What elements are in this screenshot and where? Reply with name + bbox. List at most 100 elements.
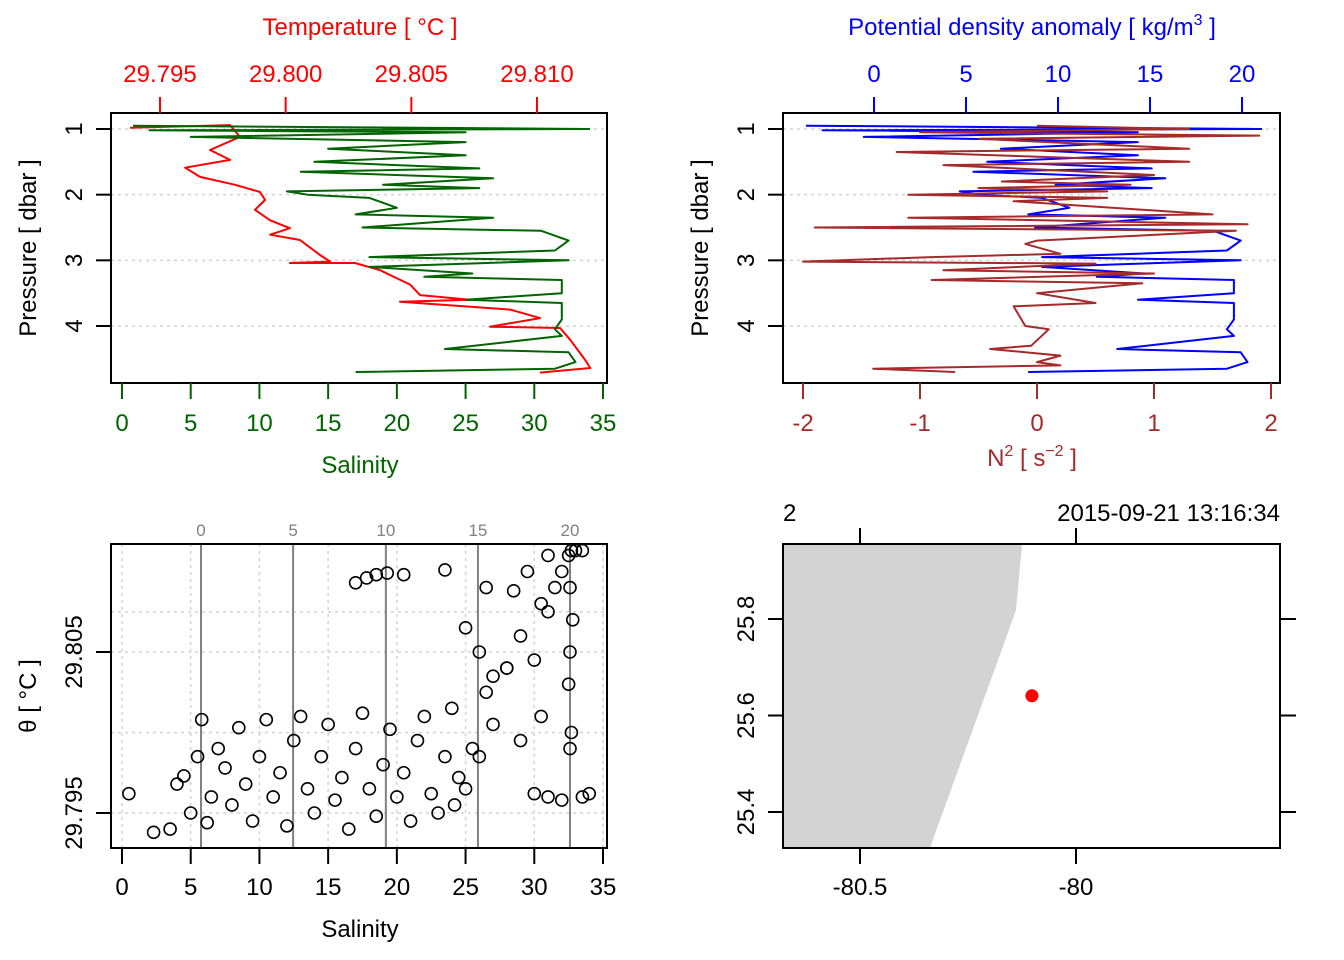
isopycnal-label: 15: [468, 521, 487, 540]
n2-profile-line: [802, 124, 1261, 373]
ts-salinity-tick-label: 25: [452, 874, 479, 901]
salinity-tick-label: 35: [590, 410, 617, 437]
ts-point: [376, 757, 390, 772]
pressure-2-label: 1: [733, 122, 760, 135]
n2-label-sup: 2: [1004, 443, 1013, 460]
pressure-label: 1: [61, 122, 88, 135]
salinity-axis-label: Salinity: [321, 452, 398, 479]
ts-point: [438, 749, 452, 764]
ts-point: [554, 793, 569, 807]
salinity-tick-label: 30: [521, 410, 548, 437]
pressure-2-label: 4: [733, 319, 760, 332]
ts-point: [548, 580, 562, 595]
theta-axis-label: θ [ °C ]: [15, 659, 42, 733]
ts-point: [564, 725, 579, 740]
ts-point: [307, 806, 322, 820]
ts-salinity-tick-label: 0: [115, 874, 128, 901]
n2-tick-label: -2: [792, 410, 813, 437]
density-label-sup: 3: [1194, 12, 1203, 29]
ts-point: [390, 790, 404, 804]
ts-point: [396, 567, 411, 582]
salinity-tick-label: 0: [115, 410, 128, 437]
ts-point: [335, 770, 349, 785]
longitude-tick-label: -80: [1059, 874, 1094, 901]
temperature-tick-label: 29.800: [249, 61, 322, 88]
n2-label-end: ]: [1064, 445, 1077, 472]
ts-salinity-label: Salinity: [321, 916, 398, 943]
ts-point: [280, 819, 294, 833]
ts-point: [541, 604, 555, 619]
ts-point: [211, 741, 225, 756]
ts-point: [321, 717, 335, 732]
n2-label-mid: [ s: [1013, 445, 1045, 472]
ts-point: [506, 584, 521, 598]
n2-label-sup2: −2: [1045, 443, 1063, 460]
ts-point: [447, 798, 462, 812]
ts-point: [359, 571, 374, 585]
density-label-main: Potential density anomaly [ kg/m: [848, 14, 1194, 41]
ts-point: [300, 782, 315, 796]
n2-tick-label: 0: [1030, 410, 1043, 437]
pressure-label: 4: [61, 319, 88, 332]
ts-point: [194, 712, 209, 727]
isopycnal-label: 20: [561, 521, 580, 540]
ts-point: [582, 786, 597, 801]
ts-point: [362, 782, 377, 796]
n2-axis-label: N2 [ s−2 ]: [987, 443, 1077, 472]
ts-point: [561, 677, 576, 692]
ts-point: [341, 822, 356, 836]
ts-salinity-tick-label: 30: [521, 874, 548, 901]
temperature-tick-label: 29.795: [123, 61, 196, 88]
ts-point: [534, 596, 548, 611]
ts-point: [396, 765, 411, 780]
density-axis-label: Potential density anomaly [ kg/m3 ]: [848, 12, 1216, 41]
density-label-end: ]: [1203, 14, 1216, 41]
pressure-axis-label: Pressure [ dbar ]: [15, 159, 42, 336]
profile-2-frame: [782, 112, 1281, 384]
ts-point: [417, 709, 432, 724]
ts-point: [273, 765, 287, 780]
isopycnal-label: 0: [196, 521, 205, 540]
ts-point: [286, 733, 301, 748]
ts-salinity-tick-label: 20: [384, 874, 411, 901]
ts-point: [499, 661, 514, 675]
ts-point: [238, 777, 253, 791]
ts-point: [541, 790, 555, 804]
ts-salinity-tick-label: 15: [315, 874, 342, 901]
ts-point: [146, 825, 161, 840]
ts-point: [245, 814, 260, 828]
ts-point: [431, 806, 445, 820]
temperature-tick-label: 29.805: [375, 61, 448, 88]
ts-point: [348, 575, 363, 590]
density-tick-label: 10: [1045, 61, 1072, 88]
longitude-tick-label: -80.5: [833, 874, 888, 901]
ts-salinity-tick-label: 35: [590, 874, 617, 901]
theta-label: 29.795: [61, 776, 88, 849]
density-profile-line: [805, 124, 1263, 373]
salinity-tick-label: 5: [184, 410, 197, 437]
ts-point: [563, 741, 577, 756]
theta-label: 29.805: [61, 615, 88, 688]
salinity-tick-label: 15: [315, 410, 342, 437]
ts-point: [520, 564, 535, 579]
ts-point: [527, 653, 542, 667]
ts-point: [266, 790, 280, 804]
pressure-label: 2: [61, 188, 88, 201]
ts-point: [465, 741, 480, 756]
pressure-2-label: 2: [733, 188, 760, 201]
ts-point: [380, 566, 395, 580]
ts-point: [410, 733, 425, 748]
salinity-tick-label: 10: [246, 410, 273, 437]
ts-point: [190, 749, 205, 764]
ts-salinity-tick-label: 5: [184, 874, 197, 901]
ts-point: [163, 822, 177, 836]
n2-tick-label: 1: [1147, 410, 1160, 437]
ts-point: [218, 761, 232, 775]
profile-1-frame: [110, 112, 608, 384]
ts-point: [200, 815, 215, 830]
ts-point: [486, 669, 500, 683]
ts-point: [293, 709, 308, 724]
density-tick-label: 5: [959, 61, 972, 88]
n2-label-n: N: [987, 445, 1004, 472]
pressure-label: 3: [61, 254, 88, 267]
